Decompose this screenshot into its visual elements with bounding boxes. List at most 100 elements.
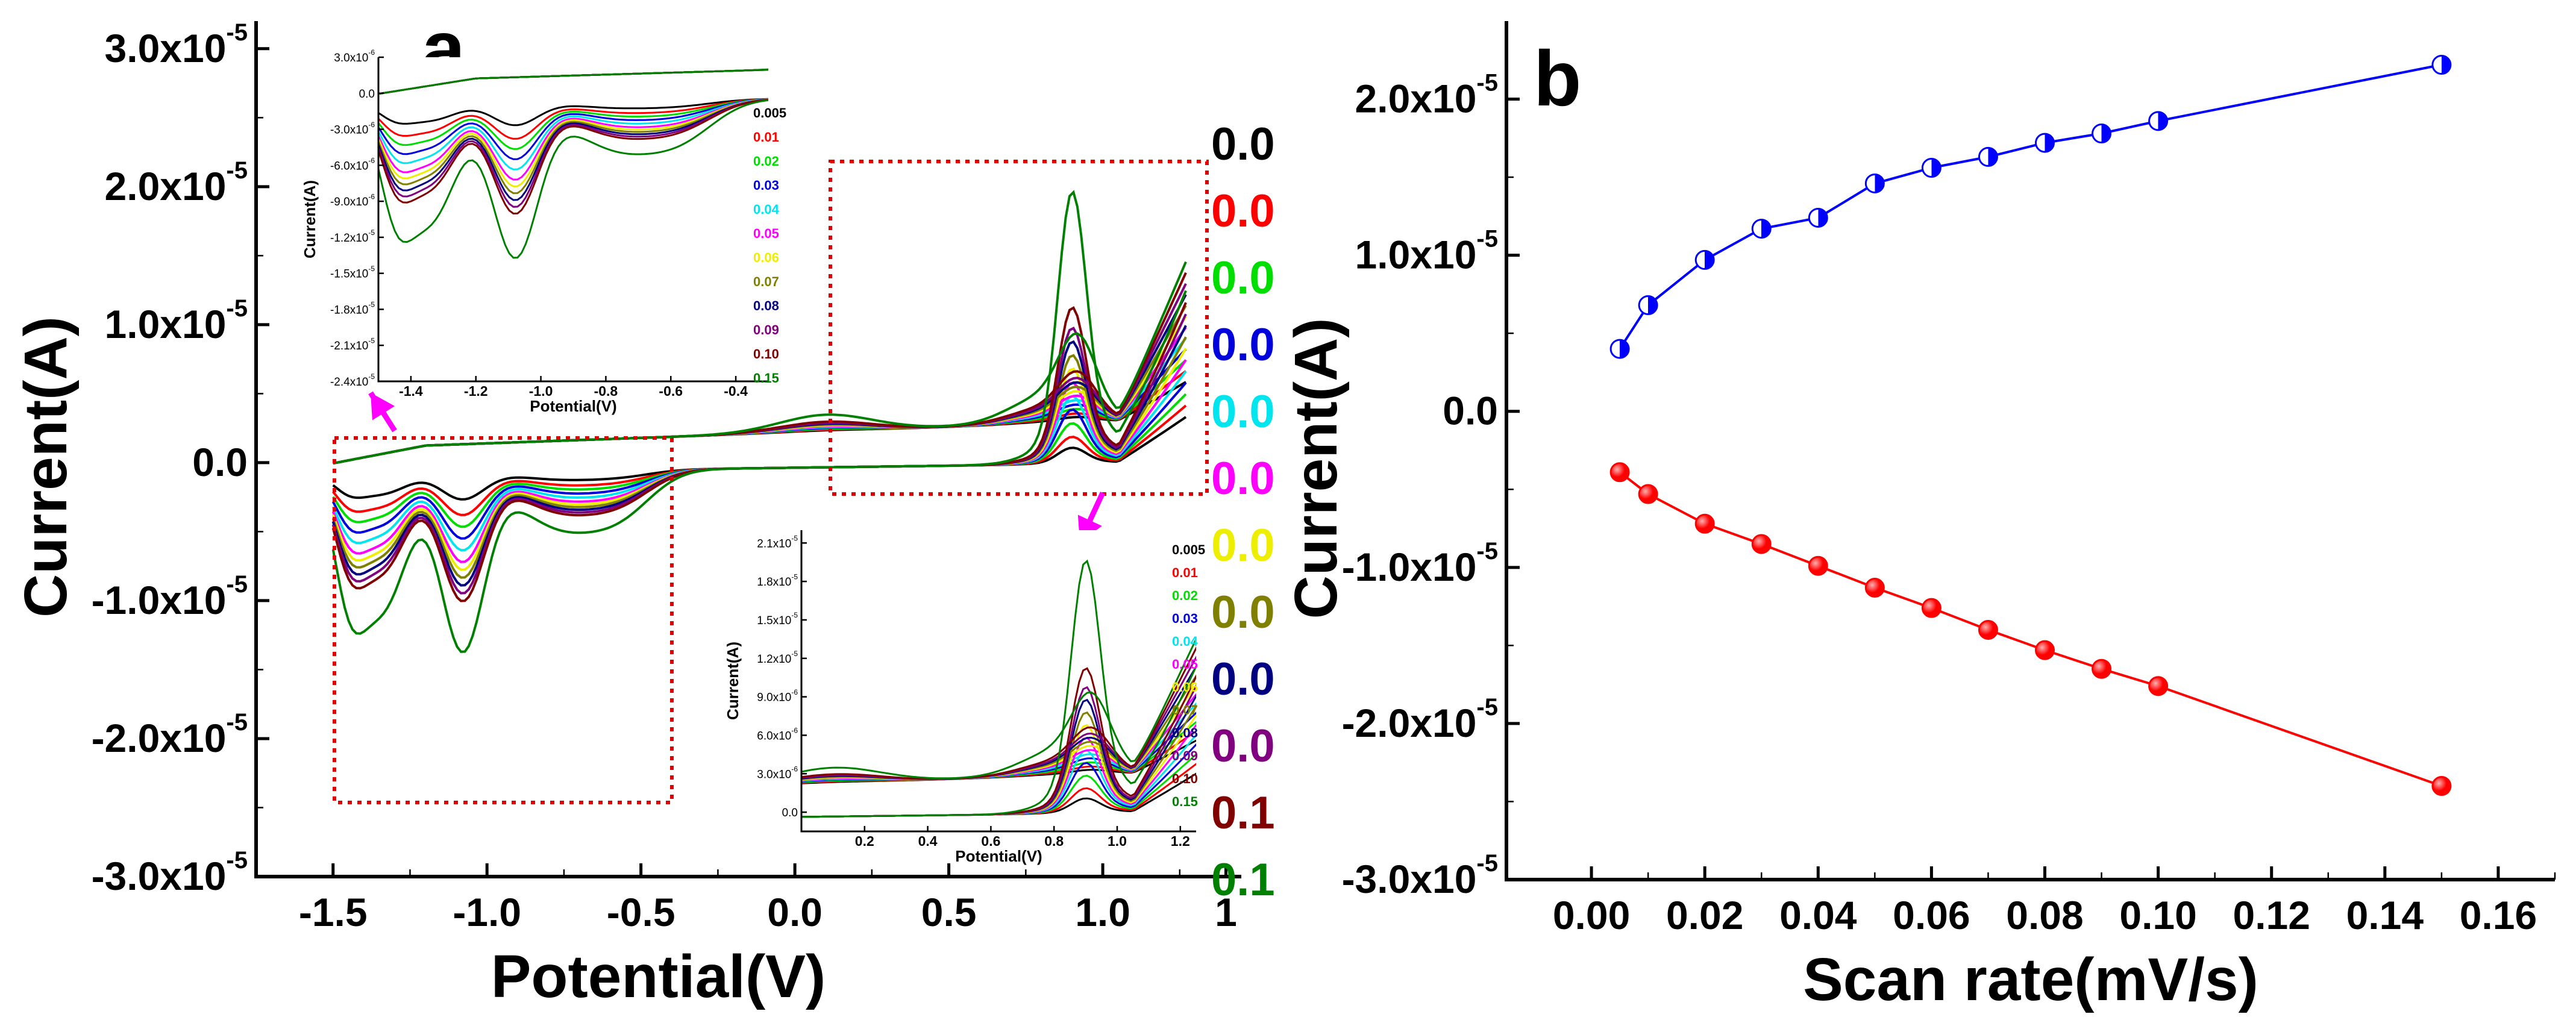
inset-y-tick-label: 1.2x10-5 [757, 649, 798, 666]
inset-legend-entry: 0.06 [753, 250, 779, 265]
inset-legend-entry: 0.09 [1172, 748, 1198, 763]
y-tick-label-a: -2.0x10-5 [92, 709, 248, 760]
data-point-cathodic [1609, 462, 1630, 483]
inset-y-tick-label: -3.0x10-6 [330, 120, 375, 137]
inset-curve-0.15-b [801, 559, 1196, 818]
x-axis-label-b: Scan rate(mV/s) [1803, 946, 2258, 1013]
y-tick-label-b: 0.0 [1443, 389, 1498, 433]
x-tick-label-b: 0.08 [2006, 893, 2083, 937]
inset-legend-entry: 0.04 [753, 202, 780, 217]
inset-legend-entry: 0.15 [753, 371, 779, 386]
x-tick-label-b: 0.12 [2233, 893, 2310, 937]
inset-x-tick-label: 0.4 [918, 833, 938, 849]
data-point-cathodic [1638, 484, 1658, 504]
inset-x-tick-label: -1.4 [399, 383, 423, 399]
x-tick-label-a: -0.5 [607, 890, 675, 934]
data-point-cathodic [1921, 598, 1941, 618]
inset-y-tick-label: -2.1x10-5 [330, 336, 375, 352]
inset-curve-0.10-b [378, 99, 768, 215]
inset-legend-entry: 0.06 [1172, 680, 1198, 695]
legend-entry-a: 0.0 [1211, 319, 1275, 371]
data-point-anodic [2092, 124, 2112, 144]
inset-x-tick-label: 0.6 [981, 833, 1000, 849]
inset-legend-entry: 0.005 [753, 105, 786, 120]
y-tick-label-b: -1.0x10-5 [1342, 538, 1498, 589]
x-tick-label-a: -1.0 [453, 890, 521, 934]
data-point-cathodic [1978, 619, 1998, 640]
legend-entry-a: 0.0 [1211, 520, 1275, 571]
data-point-cathodic [1694, 513, 1715, 534]
inset-x-tick-label: 0.8 [1044, 833, 1064, 849]
inset-legend-entry: 0.09 [753, 322, 779, 337]
inset-upper-left: 3.0x10-6 0.0 -3.0x10-6 -6.0x10-6 -9.0x10-6 -1… [301, 48, 786, 415]
data-point-cathodic [2431, 776, 2452, 796]
zoom-box-cathodic [333, 436, 674, 804]
inset-curve-0.005-b [378, 98, 768, 127]
x-tick-label-b: 0.00 [1553, 893, 1630, 937]
panel-label-b: b [1534, 34, 1581, 122]
data-point-anodic [1609, 339, 1630, 359]
x-axis-label-a: Potential(V) [491, 943, 826, 1010]
inset-x-tick-label: -0.8 [594, 383, 618, 399]
y-tick-label-b: -3.0x10-5 [1342, 850, 1498, 901]
inset-curve-0.05-b [378, 98, 768, 181]
panel-b: 2.0x10-5 1.0x10-5 0.0 -1.0x10-5 -2.0x10-5 -3.… [1282, 21, 2556, 1013]
legend-entry-a: 0.0 [1211, 453, 1275, 504]
data-point-anodic [1808, 207, 1828, 228]
inset-y-tick-label: -1.8x10-5 [330, 301, 375, 317]
x-tick-label-b: 0.06 [1893, 893, 1970, 937]
legend-entry-a: 0.0 [1211, 252, 1275, 304]
cv-curve-0.15-cathodic [331, 190, 1187, 653]
inset-bg [801, 530, 1196, 831]
inset-legend-entry: 0.08 [753, 298, 779, 313]
inset-x-tick-label: -1.0 [529, 383, 553, 399]
inset-axes [800, 530, 1196, 833]
inset-curve-0.15-a [378, 68, 768, 95]
inset-x-tick-label: 1.2 [1171, 833, 1190, 849]
x-tick-label-b: 0.04 [1779, 893, 1857, 937]
inset-legend-entry: 0.02 [753, 154, 779, 169]
inset-x-tick-label: -1.2 [464, 383, 488, 399]
inset-legend-entry: 0.03 [1172, 611, 1198, 626]
inset-curve-0.04-b [378, 98, 768, 170]
inset-y-tick-label: -9.0x10-6 [330, 192, 375, 208]
inset-lower-right: 2.1x10-5 1.8x10-5 1.5x10-5 1.2x10-5 9.0x10-6… [724, 530, 1205, 865]
inset-legend-entry: 0.03 [753, 178, 779, 193]
data-point-anodic [2148, 111, 2169, 131]
y-axis-label-a: Current(A) [12, 316, 80, 618]
zoom-box-anodic [829, 160, 1209, 496]
inset-curve-0.02-b [378, 98, 768, 150]
data-point-cathodic [1864, 578, 1885, 598]
inset-legend-entry: 0.10 [753, 346, 779, 361]
data-point-anodic [1694, 249, 1715, 270]
x-tick-label-b: 0.16 [2460, 893, 2537, 937]
inset-legend-entry: 0.01 [753, 130, 779, 145]
inset-curve-0.15-b [378, 99, 768, 259]
inset-y-tick-label: 0.0 [359, 88, 375, 101]
data-point-anodic [1751, 219, 1772, 239]
legend-entry-a: 0.0 [1211, 186, 1275, 237]
inset-legend-entry: 0.05 [753, 226, 779, 241]
cv-curves [331, 190, 1187, 653]
data-point-cathodic [2092, 658, 2112, 679]
inset-legend-entry: 0.10 [1172, 771, 1198, 786]
y-tick-label-a: 2.0x10-5 [105, 157, 248, 208]
legend-entry-a: 0.0 [1211, 386, 1275, 437]
legend-entry-a: 0.0 [1211, 721, 1275, 772]
inset-curve-0.15-a [801, 637, 1196, 780]
axis-frame-b [1505, 21, 2555, 881]
legend-entry-a: 0.0 [1211, 587, 1275, 638]
inset-legend-entry: 0.08 [1172, 725, 1198, 740]
inset-legend-entry: 0.01 [1172, 565, 1198, 580]
inset-legend-entry: 0.04 [1172, 634, 1199, 649]
inset-y-tick-label: 9.0x10-6 [757, 688, 798, 704]
y-tick-label-b: 2.0x10-5 [1355, 70, 1498, 121]
x-tick-label-a: 1 [1215, 890, 1237, 934]
series-line-cathodic [1619, 471, 2442, 787]
inset-legend-entry: 0.07 [1172, 702, 1198, 718]
y-tick-label-a: 1.0x10-5 [105, 295, 248, 346]
inset-x-tick-label: -0.4 [724, 383, 748, 399]
inset-y-tick-label: 2.1x10-5 [757, 534, 798, 550]
inset-y-tick-label: 0.0 [782, 807, 798, 819]
y-axis-label-b: Current(A) [1282, 318, 1350, 619]
